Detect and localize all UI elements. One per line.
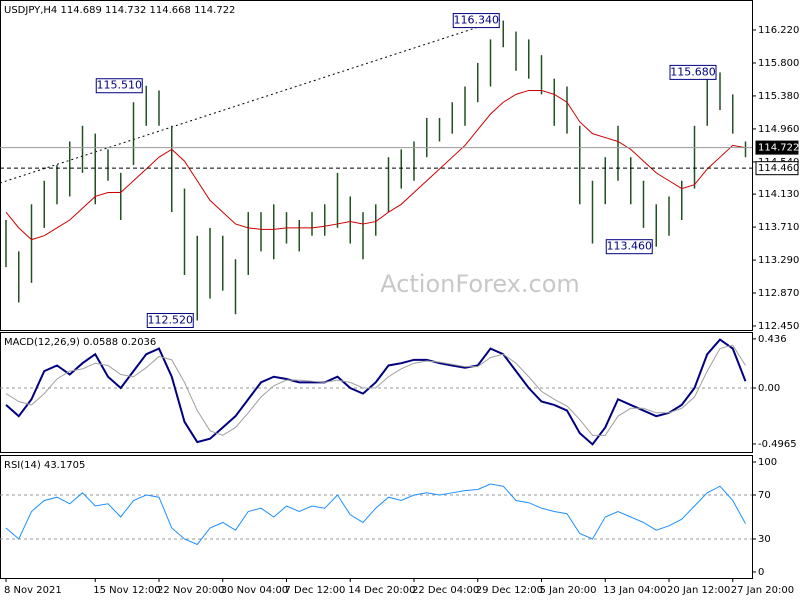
y-tick-label: 115.380: [758, 91, 799, 102]
x-tick-label: 27 Jan 20:00: [731, 585, 794, 596]
annotation-label: 116.340: [454, 14, 500, 27]
x-tick-label: 5 Jan 20:00: [540, 585, 597, 596]
annotation-box: [605, 239, 653, 255]
y-tick-label: 0.00: [758, 383, 780, 394]
y-tick-label: 116.220: [758, 25, 799, 36]
x-tick-label: 7 Dec 12:00: [285, 585, 346, 596]
x-tick-label: 22 Dec 04:00: [412, 585, 479, 596]
y-tick-label: 112.870: [758, 288, 799, 299]
annotation-box: [146, 312, 194, 328]
moving-average: [5, 89, 746, 241]
x-tick-label: 14 Dec 20:00: [348, 585, 415, 596]
panel-title: MACD(12,26,9) 0.0588 0.2036: [4, 337, 156, 348]
y-tick-label: 113.710: [758, 222, 799, 233]
price-panel: [0, 0, 753, 331]
price-label-box: [755, 161, 799, 176]
y-tick-label: 0: [758, 567, 764, 578]
price-label: 114.460: [758, 163, 799, 174]
watermark: ActionForex.com: [380, 270, 580, 298]
rsi-panel: [0, 455, 753, 579]
x-tick-label: 30 Nov 04:00: [221, 585, 288, 596]
price-label: 114.722: [758, 143, 799, 154]
x-tick-label: 8 Nov 2021: [4, 585, 62, 596]
annotation-box: [452, 13, 500, 29]
y-tick-label: 70: [758, 490, 771, 501]
x-tick-label: 15 Nov 12:00: [93, 585, 160, 596]
annotation-label: 112.520: [148, 313, 194, 326]
indicator-line: [5, 483, 746, 546]
indicator-line: [5, 338, 747, 446]
annotation-label: 113.460: [607, 240, 653, 253]
panel-title: USDJPY,H4 114.689 114.732 114.668 114.72…: [4, 5, 235, 16]
annotation-label: 115.680: [670, 65, 716, 78]
y-tick-label: 0.436: [758, 334, 787, 345]
y-tick-label: 114.130: [758, 189, 799, 200]
y-tick-label: 114.960: [758, 124, 799, 135]
price-label-box: [755, 140, 799, 155]
x-tick-label: 22 Nov 20:00: [157, 585, 224, 596]
annotation-box: [95, 78, 143, 94]
x-tick-label: 29 Dec 12:00: [476, 585, 543, 596]
annotation-label: 115.510: [97, 79, 143, 92]
x-tick-label: 20 Jan 12:00: [667, 585, 730, 596]
y-tick-label: 113.290: [758, 255, 799, 266]
y-tick-label: 112.450: [758, 321, 799, 332]
panel-title: RSI(14) 43.1705: [4, 460, 85, 471]
y-tick-label: 30: [758, 534, 771, 545]
x-tick-label: 13 Jan 04:00: [603, 585, 666, 596]
y-tick-label: 115.800: [758, 58, 799, 69]
annotation-box: [669, 64, 717, 80]
macd-panel: [0, 332, 753, 453]
indicator-line: [5, 344, 746, 436]
y-tick-label: -0.4965: [758, 439, 797, 450]
y-tick-label: 100: [758, 457, 777, 468]
